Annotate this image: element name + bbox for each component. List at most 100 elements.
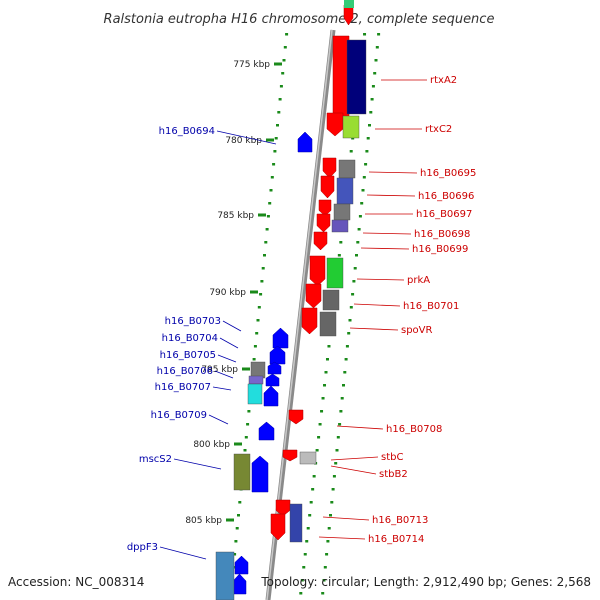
scale-ticks: 775 kbp 780 kbp 785 kbp 790 kbp 795 kbp 800 k… (185, 33, 381, 595)
map-title: Ralstonia eutropha H16 chromosome 2, com… (104, 12, 495, 27)
label-h16_B0699: h16_B0699 (412, 244, 468, 255)
leader-h16_B0713 (322, 516, 370, 521)
major-scale-tick (242, 367, 250, 371)
scale-tick-dot (368, 124, 371, 127)
gene-h16_B0703 (272, 327, 289, 349)
scale-label: 775 kbp (233, 60, 270, 70)
scale-tick-dot (364, 163, 368, 166)
scale-tick-dot (373, 72, 377, 75)
gene-h16_B0707 (263, 385, 279, 407)
scale-tick-dot (324, 371, 328, 374)
scale-tick-dot (369, 111, 373, 114)
cluster-bar-rtxC2 (342, 115, 360, 139)
cluster-bar-mscS2 (233, 453, 251, 491)
scale-tick-dot (377, 33, 381, 36)
label-h16_B0707: h16_B0707 (155, 382, 211, 393)
scale-tick-dot (355, 254, 358, 257)
scale-tick-dot (306, 527, 310, 530)
leader-spoVR (349, 327, 399, 331)
scale-tick-dot (261, 267, 265, 270)
scale-tick-dot (335, 449, 339, 452)
label-h16_B0697: h16_B0697 (416, 209, 472, 220)
scale-tick-dot (331, 488, 335, 491)
scale-tick-dot (371, 85, 375, 88)
scale-tick-dot (327, 527, 331, 530)
scale-tick-dot (285, 33, 289, 36)
label-mscS2: mscS2 (139, 454, 172, 465)
gene-labels: rtxA2 rtxC2 h16_B0695 h16_B0696 h16_B0697 h16… (127, 75, 477, 553)
scale-tick-dot (308, 514, 312, 517)
gene-h16_B0708 (288, 409, 304, 425)
scale-tick-dot (356, 241, 360, 244)
scale-tick-dot (278, 98, 282, 101)
cluster-bar-prkA (326, 257, 344, 289)
major-scale-tick (250, 290, 258, 294)
label-h16_B0709: h16_B0709 (151, 410, 207, 421)
scale-label: 795 kbp (201, 365, 238, 375)
scale-tick-dot (246, 423, 250, 426)
scale-tick-dot (363, 33, 367, 36)
scale-tick-dot (349, 150, 353, 153)
label-h16_B0701: h16_B0701 (403, 301, 459, 312)
scale-label: 780 kbp (225, 136, 262, 146)
cluster-bar-h16_B0706 (248, 375, 264, 385)
gene-h16_B0705 (267, 361, 282, 375)
label-h16_B0698: h16_B0698 (414, 229, 470, 240)
leader-h16_B0707 (212, 386, 232, 391)
scale-tick-dot (283, 46, 287, 49)
scale-tick-dot (257, 306, 261, 309)
gene-stbC (282, 449, 298, 462)
scale-tick-dot (340, 397, 344, 400)
scale-tick-dot (260, 280, 264, 283)
scale-tick-dot (233, 553, 237, 556)
gene-h16_B0713 (275, 499, 291, 517)
scale-tick-dot (320, 410, 324, 413)
label-h16_B0705: h16_B0705 (160, 350, 216, 361)
scale-tick-dot (243, 449, 247, 452)
cluster-bar-dppF3 (215, 551, 235, 600)
scale-tick-dot (358, 215, 362, 218)
scale-tick-dot (332, 475, 336, 478)
label-h16_B0696: h16_B0696 (418, 191, 474, 202)
major-scale-tick (266, 138, 274, 142)
label-stbC: stbC (381, 452, 403, 463)
cluster-bar-top-fragment (344, 0, 354, 8)
scale-tick-dot (348, 319, 352, 322)
scale-tick-dot (305, 540, 309, 543)
scale-tick-dot (270, 176, 274, 179)
scale-tick-dot (337, 254, 341, 257)
scale-tick-dot (253, 345, 257, 348)
cluster-bar-h16_B0701 (322, 289, 340, 311)
scale-tick-dot (375, 46, 379, 49)
scale-tick-dot (325, 553, 329, 556)
scale-tick-dot (351, 137, 355, 140)
genome-summary-text: Topology: circular; Length: 2,912,490 bp… (260, 575, 591, 589)
scale-tick-dot (303, 553, 307, 556)
cluster-bar-spoVR (319, 311, 337, 337)
scale-tick-dot (370, 98, 374, 101)
gene-h16_B0698 (316, 213, 331, 233)
scale-tick-dot (264, 241, 268, 244)
scale-tick-dot (299, 592, 303, 595)
scale-tick-dot (263, 254, 266, 257)
label-h16_B0706: h16_B0706 (157, 366, 213, 377)
label-h16_B0704: h16_B0704 (162, 333, 218, 344)
scale-tick-dot (339, 241, 343, 244)
scale-tick-dot (273, 150, 277, 153)
cluster-bar-h16_B0713 (289, 503, 303, 543)
label-h16_B0713: h16_B0713 (372, 515, 428, 526)
scale-tick-dot (281, 72, 285, 75)
leader-h16_B0706 (214, 370, 234, 379)
label-h16_B0708: h16_B0708 (386, 424, 442, 435)
label-rtxC2: rtxC2 (425, 124, 452, 135)
scale-tick-dot (338, 423, 342, 426)
scale-tick-dot (334, 462, 338, 465)
leader-h16_B0696 (366, 194, 416, 197)
scale-tick-dot (365, 150, 369, 153)
scale-tick-dot (259, 293, 263, 296)
cluster-bar-h16_B0705 (250, 361, 266, 379)
scale-tick-dot (352, 280, 356, 283)
leader-h16_B0703 (222, 320, 242, 332)
cluster-bar-h16_B0707 (247, 383, 263, 405)
